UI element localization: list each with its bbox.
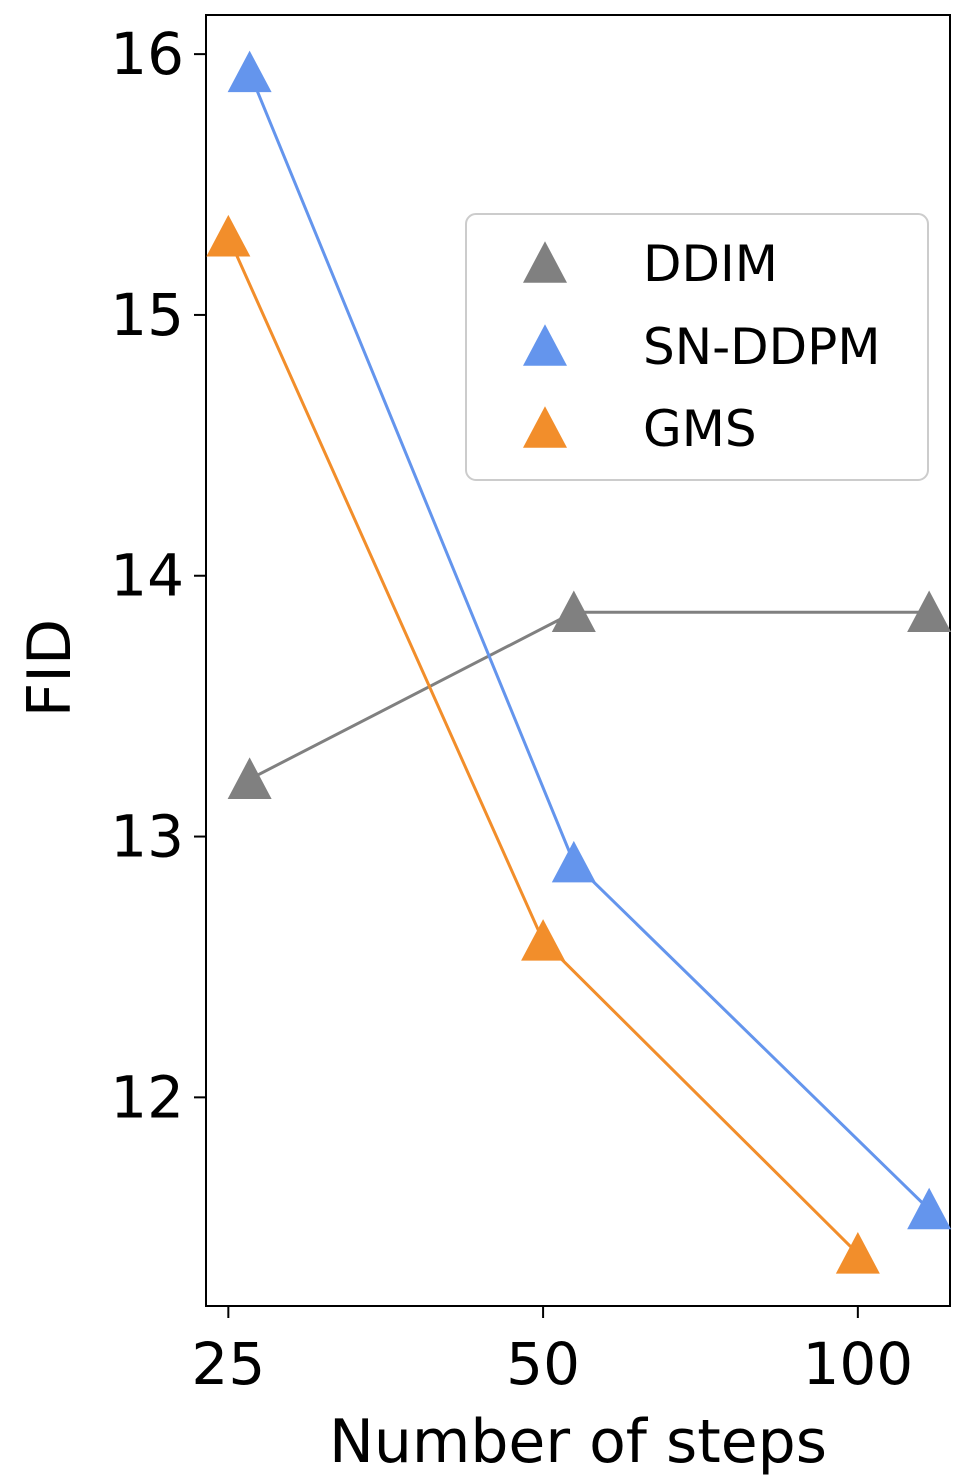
- data-point-ddim: [551, 590, 596, 633]
- data-point-ddim: [907, 590, 952, 633]
- x-axis-label: Number of steps: [329, 1407, 827, 1477]
- data-point-sn-ddpm: [551, 840, 596, 883]
- data-point-sn-ddpm: [907, 1187, 952, 1230]
- y-tick-label: 12: [110, 1063, 184, 1131]
- series-layer: [206, 50, 952, 1274]
- series-gms: [206, 214, 880, 1274]
- series-line-ddim: [248, 610, 930, 781]
- x-axis-ticks: 25 50 100: [191, 1306, 913, 1398]
- legend-marker-gms: [523, 406, 567, 448]
- y-tick-label: 14: [110, 542, 184, 610]
- data-point-gms: [206, 214, 251, 257]
- y-axis-label: FID: [15, 619, 85, 717]
- y-tick-label: 16: [110, 20, 184, 88]
- data-point-sn-ddpm: [227, 50, 272, 93]
- plot-frame: [205, 14, 951, 1307]
- data-point-gms: [521, 919, 566, 961]
- legend-label-sn-ddpm: SN-DDPM: [643, 318, 880, 376]
- data-point-gms: [835, 1232, 880, 1274]
- y-tick-label: 15: [110, 281, 184, 349]
- legend-marker-sn-ddpm: [523, 324, 567, 366]
- x-tick-label: 25: [191, 1330, 265, 1398]
- legend: DDIM SN-DDPM GMS: [465, 213, 929, 481]
- y-axis-ticks: 12 13 14 15 16: [110, 20, 206, 1131]
- legend-label-ddim: DDIM: [643, 235, 778, 293]
- y-tick-label: 13: [110, 803, 184, 871]
- series-ddim: [227, 590, 952, 799]
- legend-marker-ddim: [523, 241, 567, 283]
- series-sn-ddpm: [227, 50, 952, 1230]
- legend-box: [465, 213, 929, 481]
- data-point-ddim: [227, 757, 272, 799]
- legend-label-gms: GMS: [643, 400, 757, 458]
- x-tick-label: 100: [802, 1330, 913, 1398]
- legend-items: DDIM SN-DDPM GMS: [523, 235, 880, 458]
- x-tick-label: 50: [506, 1330, 580, 1398]
